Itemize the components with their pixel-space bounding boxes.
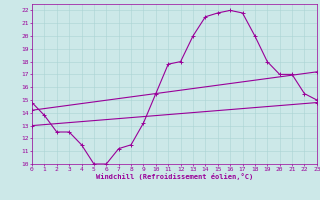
X-axis label: Windchill (Refroidissement éolien,°C): Windchill (Refroidissement éolien,°C) (96, 173, 253, 180)
